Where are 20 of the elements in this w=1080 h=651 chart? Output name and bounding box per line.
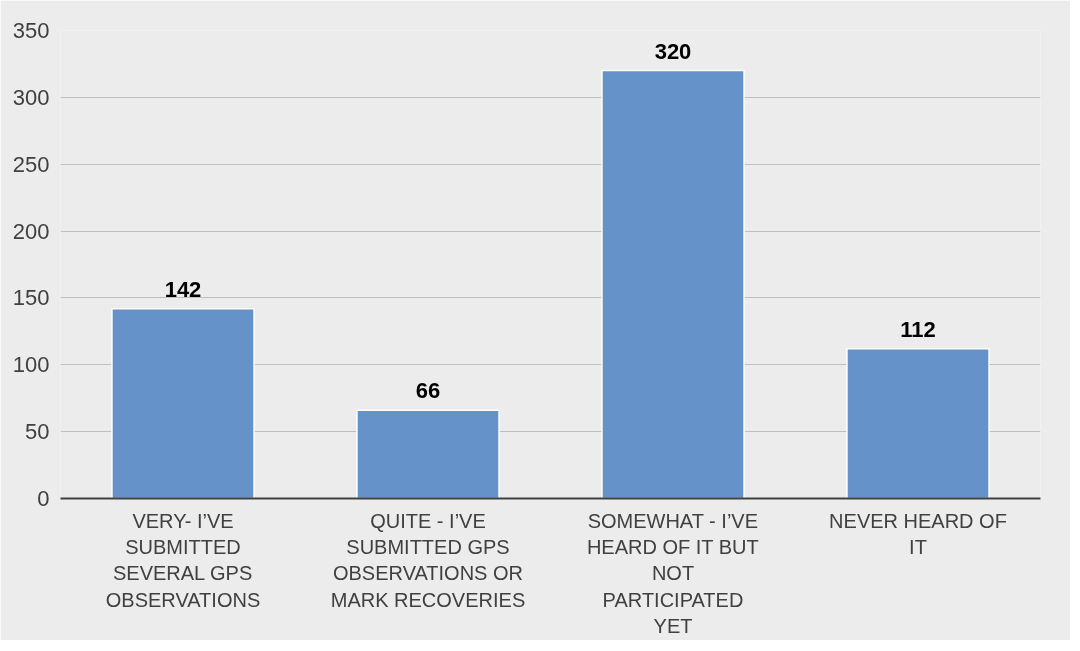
bar: [356, 409, 500, 499]
y-tick-label: 200: [12, 218, 50, 244]
y-tick-label: 0: [37, 486, 50, 511]
data-label: 66: [415, 378, 441, 404]
x-tick-label: SOMEWHAT - I’VE HEARD OF IT BUT NOT PARTICIPATED YET: [586, 509, 759, 638]
y-tick-label: 250: [12, 151, 50, 177]
y-tick-label: 150: [12, 285, 50, 311]
bar: [111, 307, 255, 499]
y-tick-label: 100: [12, 352, 50, 378]
bar: [846, 347, 990, 499]
data-label: 142: [164, 276, 202, 302]
bar: [601, 69, 745, 499]
y-tick-label: 300: [12, 84, 50, 110]
x-tick-label: QUITE - I’VE SUBMITTED GPS OBSERVATIONS OR MARK RECOVERIES: [330, 509, 526, 611]
y-tick-label: 50: [25, 419, 50, 445]
x-tick-label: VERY- I’VE SUBMITTED SEVERAL GPS OBSERVATIONS: [105, 509, 261, 611]
data-label: 320: [654, 38, 692, 64]
data-label: 112: [900, 316, 936, 342]
y-tick-label: 350: [12, 18, 50, 43]
x-tick-label: NEVER HEARD OF IT: [829, 509, 1007, 558]
